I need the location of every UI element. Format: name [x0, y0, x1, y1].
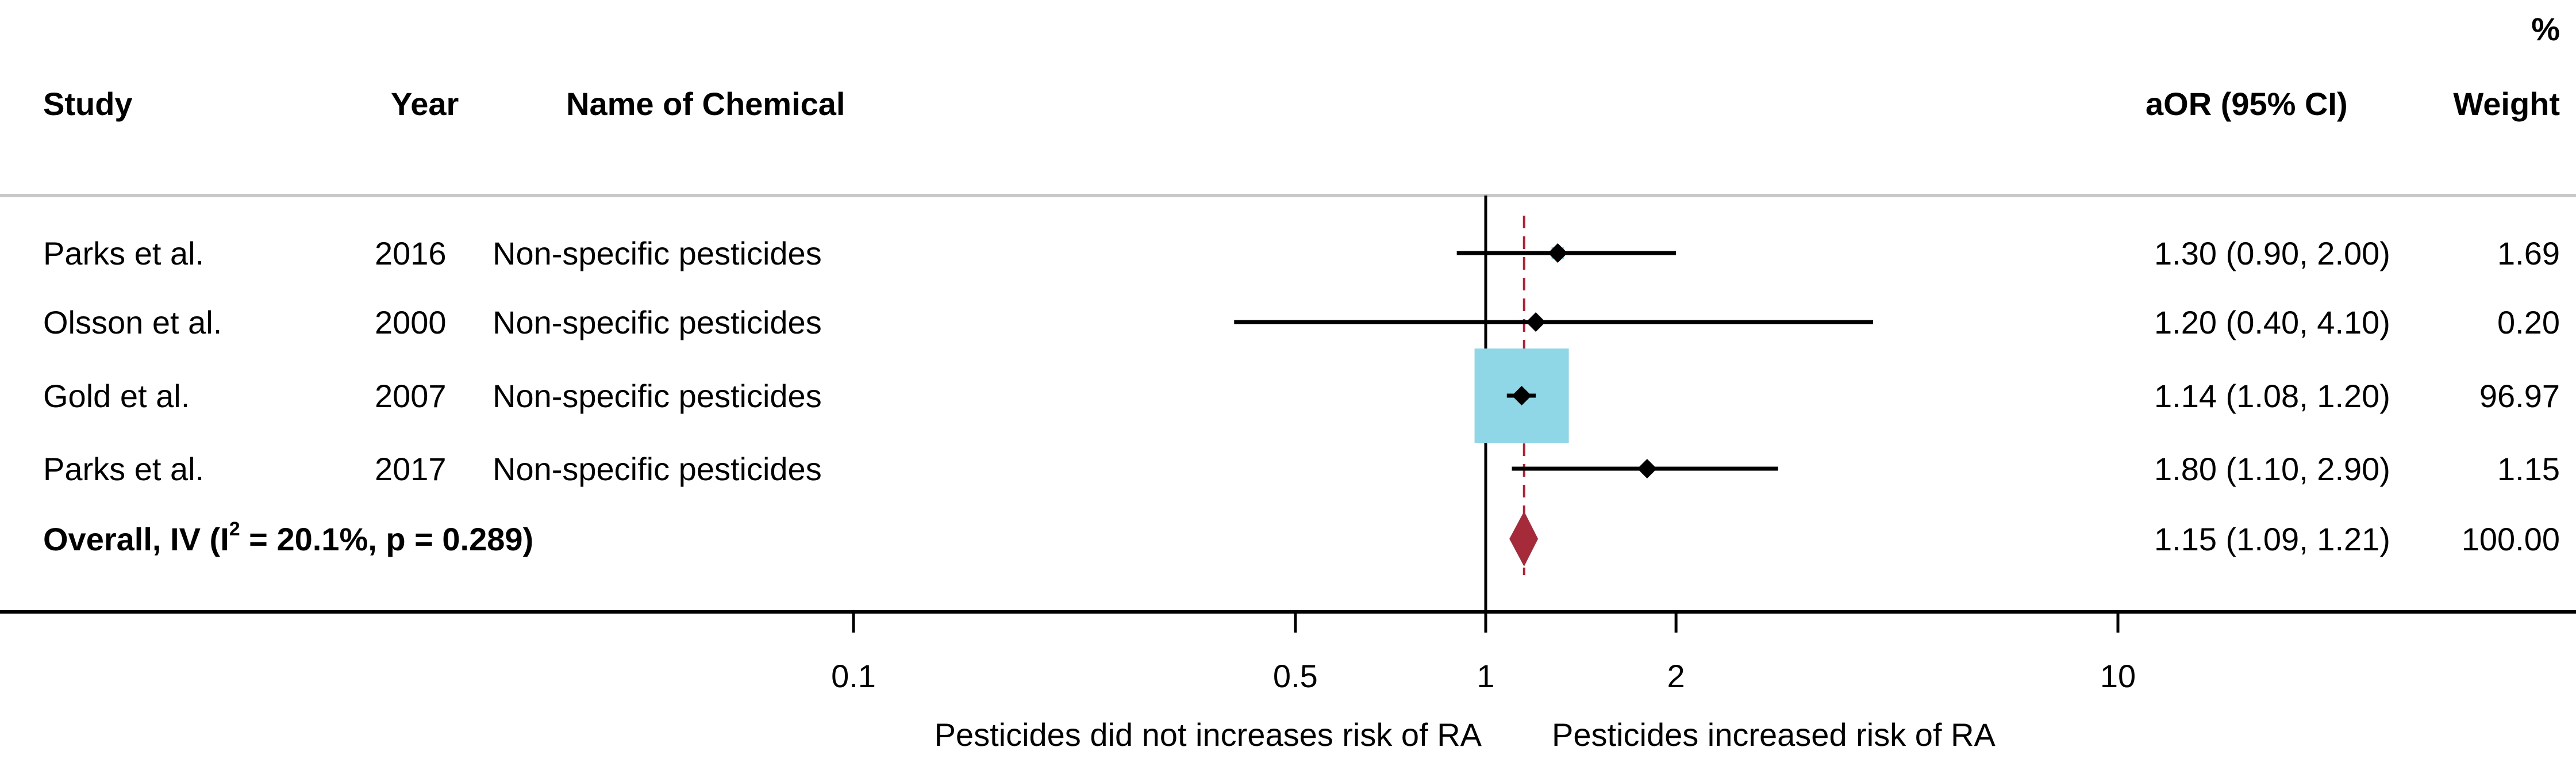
study-chemical: Non-specific pesticides: [493, 378, 822, 414]
weight-percent-header: %: [2531, 11, 2560, 47]
study-ci-text: 1.20 (0.40, 4.10): [2154, 304, 2390, 340]
study-weight-text: 96.97: [2479, 378, 2560, 414]
point-estimate: [1637, 459, 1657, 478]
study-name: Olsson et al.: [43, 304, 222, 340]
overall-ci-text: 1.15 (1.09, 1.21): [2154, 521, 2390, 557]
study-column-header: Study: [43, 86, 133, 122]
study-weight-text: 0.20: [2497, 304, 2560, 340]
study-chemical: Non-specific pesticides: [493, 235, 822, 271]
study-chemical: Non-specific pesticides: [493, 451, 822, 487]
aor-column-header: aOR (95% CI): [2146, 86, 2348, 122]
overall-label-rest: = 20.1%, p = 0.289): [240, 521, 534, 557]
study-chemical: Non-specific pesticides: [493, 304, 822, 340]
study-year: 2016: [375, 235, 447, 271]
study-ci-text: 1.30 (0.90, 2.00): [2154, 235, 2390, 271]
study-year: 2000: [375, 304, 447, 340]
study-ci-text: 1.80 (1.10, 2.90): [2154, 451, 2390, 487]
plot-marks: [1234, 196, 1874, 612]
year-column-header: Year: [391, 86, 459, 122]
weight-column-header: Weight: [2453, 86, 2560, 122]
study-year: 2017: [375, 451, 447, 487]
study-name: Parks et al.: [43, 451, 204, 487]
x-axis-ticks: 0.1 0.5 1 2 10: [831, 612, 2136, 694]
overall-label-main: Overall, IV (I: [43, 521, 229, 557]
x-tick-label: 0.1: [831, 658, 876, 694]
point-estimate: [1526, 312, 1546, 332]
study-ci-text: 1.14 (1.08, 1.20): [2154, 378, 2390, 414]
study-weight-text: 1.15: [2497, 451, 2560, 487]
point-estimate: [1512, 386, 1532, 405]
study-name: Parks et al.: [43, 235, 204, 271]
x-tick-label: 0.5: [1273, 658, 1318, 694]
x-tick-label: 2: [1667, 658, 1685, 694]
overall-diamond: [1509, 511, 1539, 566]
x-tick-label: 10: [2100, 658, 2136, 694]
study-weight-text: 1.69: [2497, 235, 2560, 271]
xlabel-right: Pesticides increased risk of RA: [1552, 717, 1996, 753]
xlabel-left: Pesticides did not increases risk of RA: [935, 717, 1482, 753]
chemical-column-header: Name of Chemical: [566, 86, 845, 122]
study-name: Gold et al.: [43, 378, 190, 414]
overall-weight-text: 100.00: [2462, 521, 2560, 557]
study-year: 2007: [375, 378, 447, 414]
overall-label-sup: 2: [229, 518, 240, 540]
study-rows: Parks et al. 2016 Non-specific pesticides 1…: [43, 235, 2560, 487]
point-estimate: [1548, 243, 1568, 263]
overall-label: Overall, IV (I2 = 20.1%, p = 0.289): [43, 518, 533, 557]
x-tick-label: 1: [1477, 658, 1494, 694]
